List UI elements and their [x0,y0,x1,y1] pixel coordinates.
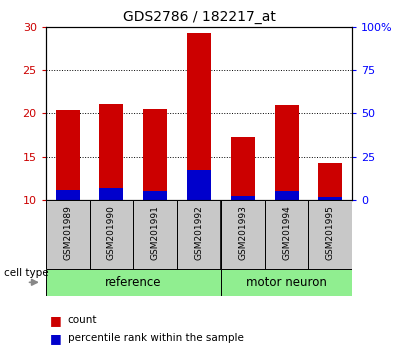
Text: motor neuron: motor neuron [246,276,327,289]
Text: GSM201992: GSM201992 [195,206,203,260]
Bar [46,269,221,296]
Bar [318,198,342,200]
Bar [265,200,308,269]
Text: cell type: cell type [4,268,49,279]
Text: GSM201990: GSM201990 [107,206,116,261]
Text: percentile rank within the sample: percentile rank within the sample [68,333,244,343]
Text: GSM201995: GSM201995 [326,206,335,261]
Bar [143,109,167,200]
Text: GSM201993: GSM201993 [238,206,247,261]
Text: count: count [68,315,97,325]
Bar [177,200,221,269]
Bar [56,110,80,200]
Bar [46,200,90,269]
Bar [187,33,211,200]
Text: GSM201994: GSM201994 [282,206,291,260]
Bar [308,200,352,269]
Bar [100,188,123,200]
Bar [231,137,255,200]
Bar [56,190,80,200]
Text: GSM201989: GSM201989 [63,206,72,261]
Bar [221,200,265,269]
Text: ■: ■ [50,314,62,327]
Bar [275,191,298,200]
Bar [143,191,167,200]
Bar [318,163,342,200]
Bar [90,200,133,269]
Text: GSM201991: GSM201991 [151,206,160,261]
Bar [133,200,177,269]
Bar [275,104,298,200]
Bar [187,170,211,200]
Title: GDS2786 / 182217_at: GDS2786 / 182217_at [123,10,275,24]
Text: reference: reference [105,276,162,289]
Bar [231,196,255,200]
Bar [100,104,123,200]
Text: ■: ■ [50,332,62,344]
Bar [221,269,352,296]
